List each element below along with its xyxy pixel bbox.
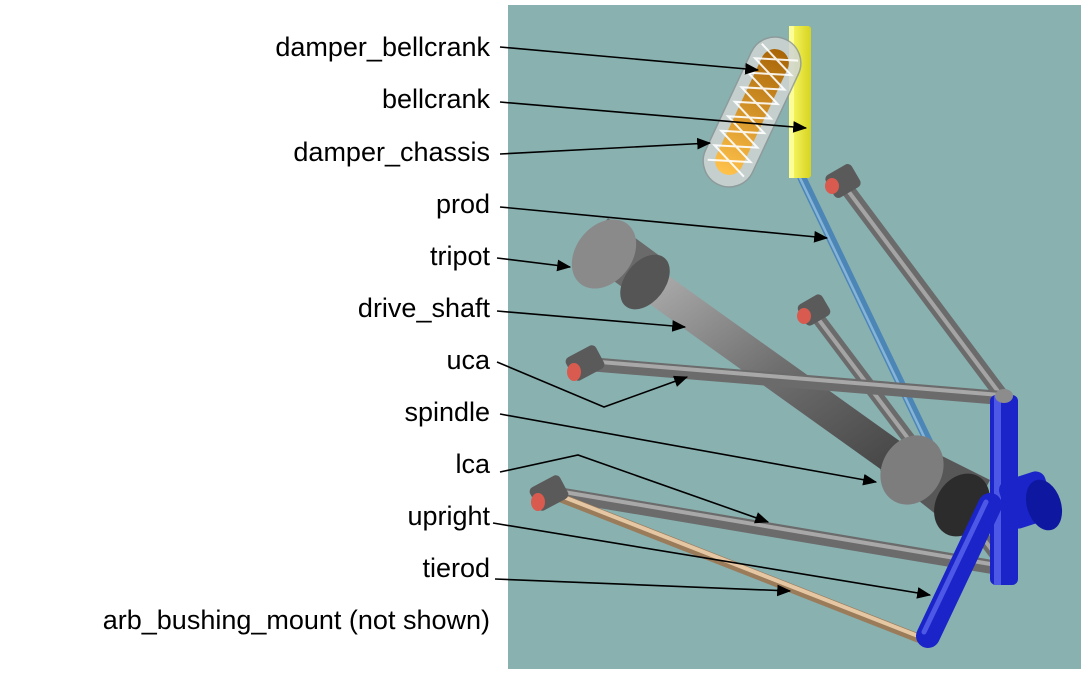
prod-rod [797, 173, 947, 475]
spindle-body [880, 435, 990, 537]
label-tierod: tierod [422, 553, 490, 583]
leader-lines [492, 46, 932, 599]
part-labels: damper_bellcrank bellcrank damper_chassi… [103, 32, 491, 635]
label-damper-chassis: damper_chassis [293, 137, 490, 167]
leader-damper-bellcrank [499, 46, 760, 75]
tripot-body [571, 218, 670, 310]
label-tripot: tripot [430, 241, 491, 271]
leader-lca [499, 454, 770, 524]
suspension-model [529, 26, 1063, 648]
damper-body [702, 36, 802, 188]
bushing-mounts [529, 164, 861, 511]
leader-bellcrank [499, 101, 808, 133]
leader-spindle [499, 413, 878, 486]
label-drive-shaft: drive_shaft [358, 293, 491, 323]
leader-upright [492, 522, 932, 599]
leader-prod [499, 206, 829, 243]
leader-drive-shaft [496, 310, 687, 332]
upright-body [916, 389, 1063, 648]
label-prod: prod [436, 189, 490, 219]
leader-tripot [496, 257, 572, 272]
leader-tierod [494, 578, 792, 597]
leader-uca [496, 361, 689, 408]
label-bellcrank: bellcrank [382, 84, 491, 114]
drive-shaft [603, 245, 942, 497]
label-arb-bushing-mount: arb_bushing_mount (not shown) [103, 605, 490, 635]
label-upright: upright [407, 501, 490, 531]
label-damper-bellcrank: damper_bellcrank [275, 32, 490, 62]
label-uca: uca [446, 345, 491, 375]
label-lca: lca [455, 449, 490, 479]
lca-front-arm [539, 485, 1017, 577]
label-spindle: spindle [404, 397, 490, 427]
uca-front-arm [581, 357, 1009, 405]
leader-damper-chassis [499, 137, 712, 155]
